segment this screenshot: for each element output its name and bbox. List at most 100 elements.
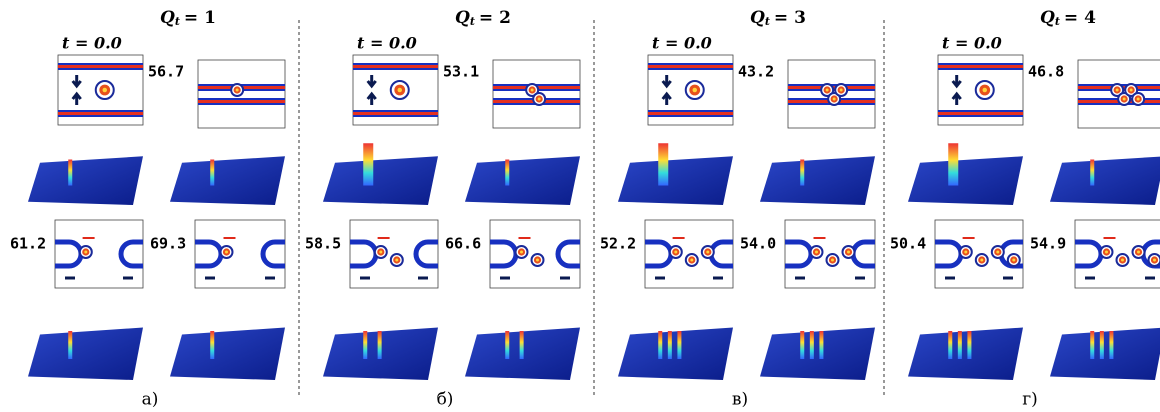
equals: = 2 xyxy=(479,8,511,28)
vortex-center xyxy=(531,89,534,92)
panel-title: Qt = 1 xyxy=(160,8,216,29)
symbol: Q xyxy=(1040,8,1055,28)
initial-time: t = 0.0 xyxy=(62,34,122,53)
surface xyxy=(908,156,1023,205)
equals: = 4 xyxy=(1064,8,1096,28)
figure: Qt= 1t = 0.056.761.269.3а)Qt= 2t = 0.053… xyxy=(0,0,1160,412)
subscript: t xyxy=(175,15,180,28)
vortex-center xyxy=(236,89,239,92)
vortex-center xyxy=(847,251,850,254)
vortex-center xyxy=(1137,251,1140,254)
surface xyxy=(618,328,733,381)
peak xyxy=(68,160,72,186)
surface xyxy=(760,156,875,205)
vortex-center xyxy=(84,251,87,254)
time-label: 50.4 xyxy=(890,235,926,253)
peak xyxy=(210,160,214,186)
surface xyxy=(1050,156,1160,205)
peak xyxy=(948,143,958,185)
vortex-center xyxy=(379,251,382,254)
vortex-center xyxy=(674,251,677,254)
peak xyxy=(819,331,823,359)
time-label: 58.5 xyxy=(305,235,341,253)
stripe xyxy=(648,112,733,115)
peak xyxy=(658,331,662,359)
peak xyxy=(958,331,962,359)
initial-time: t = 0.0 xyxy=(652,34,712,53)
peak xyxy=(363,143,373,185)
time-label: 54.0 xyxy=(740,235,776,253)
vortex-center xyxy=(1121,259,1124,262)
vortex-center xyxy=(693,88,698,93)
peak xyxy=(668,331,672,359)
vortex-center xyxy=(225,251,228,254)
peak xyxy=(658,143,668,185)
peak xyxy=(810,331,814,359)
caption: б) xyxy=(437,390,454,410)
initial-time: t = 0.0 xyxy=(942,34,1002,53)
stripe xyxy=(938,65,1023,68)
caption: в) xyxy=(732,390,748,410)
time-label: 54.9 xyxy=(1030,235,1066,253)
vortex-center xyxy=(395,259,398,262)
vortex-center xyxy=(1012,259,1015,262)
symbol: Q xyxy=(750,8,765,28)
surface xyxy=(908,328,1023,381)
vortex-center xyxy=(538,98,541,101)
vortex-center xyxy=(520,251,523,254)
equals: = 3 xyxy=(774,8,806,28)
vortex-center xyxy=(826,89,829,92)
vortex-center xyxy=(831,259,834,262)
peak xyxy=(800,160,804,186)
equals: = 1 xyxy=(184,8,216,28)
surface xyxy=(465,156,580,205)
vortex-center xyxy=(996,251,999,254)
panel-title: Qt = 3 xyxy=(750,8,806,29)
vortex-center xyxy=(980,259,983,262)
time-label: 69.3 xyxy=(150,235,186,253)
vortex-center xyxy=(840,89,843,92)
vortex-center xyxy=(815,251,818,254)
time-label: 52.2 xyxy=(600,235,636,253)
vortex-center xyxy=(1153,259,1156,262)
symbol: Q xyxy=(455,8,470,28)
stripe xyxy=(648,65,733,68)
vortex-center xyxy=(833,98,836,101)
initial-time: t = 0.0 xyxy=(357,34,417,53)
vortex-center xyxy=(983,88,988,93)
vortex-center xyxy=(964,251,967,254)
surface xyxy=(1050,328,1160,381)
vortex-center xyxy=(398,88,403,93)
peak xyxy=(210,331,214,359)
peak xyxy=(363,331,367,359)
panel-title: Qt = 2 xyxy=(455,8,511,29)
stripe xyxy=(353,65,438,68)
peak xyxy=(1090,331,1094,359)
stripe xyxy=(353,112,438,115)
vortex-center xyxy=(103,88,108,93)
symbol: Q xyxy=(160,8,175,28)
vortex-center xyxy=(690,259,693,262)
peak xyxy=(677,331,681,359)
subscript: t xyxy=(765,15,770,28)
peak xyxy=(505,160,509,186)
panel-title: Qt= 4 xyxy=(1040,8,1096,29)
surface xyxy=(618,156,733,205)
stripe xyxy=(58,65,143,68)
peak xyxy=(967,331,971,359)
peak xyxy=(948,331,952,359)
vortex-center xyxy=(706,251,709,254)
subscript: t xyxy=(470,15,475,28)
time-label: 43.2 xyxy=(738,63,774,81)
vortex-center xyxy=(1105,251,1108,254)
vortex-center xyxy=(1130,89,1133,92)
vortex-center xyxy=(1116,89,1119,92)
peak xyxy=(378,331,382,359)
surface xyxy=(170,156,285,205)
peak xyxy=(505,331,509,359)
peak xyxy=(800,331,804,359)
time-label: 46.8 xyxy=(1028,63,1064,81)
peak xyxy=(520,331,524,359)
time-label: 66.6 xyxy=(445,235,481,253)
stripe xyxy=(198,100,285,103)
